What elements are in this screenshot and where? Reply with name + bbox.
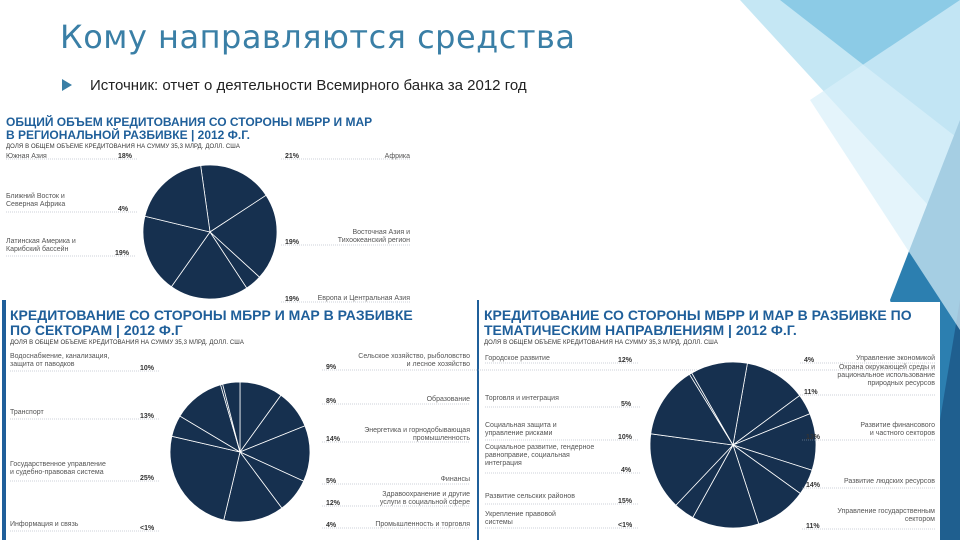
chart-1-subtitle: ДОЛЯ В ОБЩЕМ ОБЪЕМЕ КРЕДИТОВАНИЯ НА СУММ…: [6, 144, 240, 150]
chart-2-value-6: 25%: [140, 475, 155, 482]
chart-3-value-2: 4%: [804, 357, 815, 364]
chart-2-slice-3: [238, 425, 311, 482]
chart-2-label-10: Промышленность и торговля: [375, 521, 470, 528]
chart-2-label-1: Водоснабжение, канализация, защита от па…: [10, 353, 110, 369]
chart-3-label-7: Социальное развитие, гендерное равноправ…: [485, 444, 595, 468]
chart-3-label-6: Развитие финансового и частного секторов: [860, 422, 935, 438]
chart-1-slice-4: [170, 231, 248, 300]
chart-3-title: КРЕДИТОВАНИЕ СО СТОРОНЫ МБРР И МАР В РАЗ…: [484, 308, 912, 337]
chart-3-label-5: Социальная защита и управление рисками: [485, 422, 557, 438]
chart-1-slice-2: [209, 194, 278, 278]
chart-1-slice-6: [144, 165, 211, 233]
chart-1-label-4: Восточная Азия и Тихоокеанский регион: [337, 229, 410, 245]
chart-3-value-5: 10%: [618, 434, 633, 441]
chart-3-label-4: Торговля и интеграция: [485, 395, 559, 402]
chart-1-title-line-1: ОБЩИЙ ОБЪЕМ КРЕДИТОВАНИЯ СО СТОРОНЫ МБРР…: [6, 115, 373, 129]
chart-3-value-10: <1%: [618, 522, 633, 529]
chart-1-value-6: 19%: [285, 296, 300, 303]
chart-1-value-2: 21%: [285, 153, 300, 160]
chart-2-label-5: Энергетика и горнодобывающая промышленно…: [364, 427, 470, 443]
chart-3-value-3: 11%: [804, 389, 818, 396]
chart-3-label-1: Городское развитие: [485, 355, 550, 362]
chart-1-value-5: 19%: [115, 250, 130, 257]
chart-2-label-3: Транспорт: [10, 409, 44, 416]
chart-2-value-1: 10%: [140, 365, 155, 372]
chart-1-label-2: Африка: [384, 153, 410, 160]
chart-2-slice-5: [223, 451, 283, 523]
chart-3-label-8: Развитие сельских районов: [485, 493, 575, 500]
chart-2-value-9: <1%: [140, 525, 155, 532]
chart-3-slice-9: [650, 373, 734, 446]
chart-2-subtitle: ДОЛЯ В ОБЩЕМ ОБЪЕМЕ КРЕДИТОВАНИЯ НА СУММ…: [10, 340, 244, 346]
chart-2-value-5: 14%: [326, 436, 341, 443]
divider-line: [2, 300, 6, 540]
chart-1-label-3: Ближний Восток и Северная Африка: [6, 193, 66, 209]
chart-2-value-8: 12%: [326, 500, 341, 507]
chart-3-value-8: 15%: [618, 498, 633, 505]
chart-3-value-4: 5%: [621, 401, 632, 408]
chart-2-label-8: Здравоохранение и другие услуги в социал…: [379, 491, 470, 507]
chart-1-title-line-2: В РЕГИОНАЛЬНОЙ РАЗБИВКЕ | 2012 Ф.Г.: [6, 127, 250, 142]
chart-3-label-11: Управление государственным сектором: [837, 508, 935, 524]
chart-1-label-6: Европа и Центральная Азия: [317, 295, 410, 302]
chart-2-value-10: 4%: [326, 522, 337, 529]
chart-2-value-2: 9%: [326, 364, 337, 371]
chart-2-label-7: Финансы: [440, 476, 470, 483]
chart-3-slice-11: [691, 361, 748, 447]
bullet-arrow-icon: [62, 79, 72, 91]
chart-3-slice-8: [649, 433, 734, 506]
deco-triangle-5: [810, 0, 960, 330]
chart-3-label-3: Охрана окружающей среды и рациональное и…: [837, 364, 935, 388]
chart-2-label-2: Сельское хозяйство, рыболовство и лесное…: [358, 353, 470, 369]
chart-3-value-1: 12%: [618, 357, 633, 364]
chart-1-value-1: 18%: [118, 153, 133, 160]
chart-1-title: ОБЩИЙ ОБЪЕМ КРЕДИТОВАНИЯ СО СТОРОНЫ МБРР…: [6, 116, 372, 141]
chart-2-label-6: Государственное управление и судебно-пра…: [10, 461, 106, 477]
slide-title: Кому направляются средства: [60, 18, 576, 56]
chart-3-slice-6: [692, 444, 760, 529]
chart-2-title-line-1: КРЕДИТОВАНИЕ СО СТОРОНЫ МБРР И МАР В РАЗ…: [10, 307, 413, 323]
chart-3-subtitle: ДОЛЯ В ОБЩЕМ ОБЪЕМЕ КРЕДИТОВАНИЯ НА СУММ…: [484, 340, 718, 346]
chart-3-label-9: Развитие людских ресурсов: [843, 478, 935, 485]
chart-3-title-line-1: КРЕДИТОВАНИЕ СО СТОРОНЫ МБРР И МАР В РАЗ…: [484, 307, 912, 323]
chart-2-value-3: 13%: [140, 413, 155, 420]
chart-1-slice-1: [200, 164, 267, 233]
chart-1-value-3: 4%: [118, 206, 129, 213]
divider-line: [477, 300, 479, 540]
chart-2-slice-10: [222, 381, 241, 453]
chart-2-value-4: 8%: [326, 398, 337, 405]
chart-3-value-9: 14%: [806, 482, 821, 489]
chart-3-value-6: 13%: [806, 434, 821, 441]
chart-1-value-4: 19%: [285, 239, 300, 246]
chart-1-label-1: Южная Азия: [6, 153, 47, 160]
chart-3-label-10: Укрепление правовой системы: [485, 511, 556, 527]
chart-3-value-7: 4%: [621, 467, 632, 474]
source-text: Источник: отчет о деятельности Всемирног…: [90, 77, 527, 94]
chart-1-label-5: Латинская Америка и Карибский бассейн: [6, 238, 76, 254]
chart-3-label-2: Управление экономикой: [856, 355, 935, 362]
chart-2-label-9: Информация и связь: [10, 521, 79, 528]
chart-2-title-line-2: ПО СЕКТОРАМ | 2012 Ф.Г: [10, 321, 183, 338]
chart-2-slice-6: [169, 435, 241, 521]
chart-3-value-11: 11%: [806, 523, 820, 530]
chart-1-slice-5: [142, 215, 211, 288]
chart-3-slice-1: [732, 362, 801, 446]
chart-3-title-line-2: ТЕМАТИЧЕСКИМ НАПРАВЛЕНИЯМ | 2012 Ф.Г.: [484, 321, 797, 338]
chart-2-label-4: Образование: [426, 396, 470, 403]
source-line: Источник: отчет о деятельности Всемирног…: [62, 77, 527, 94]
chart-2-title: КРЕДИТОВАНИЕ СО СТОРОНЫ МБРР И МАР В РАЗ…: [10, 308, 413, 337]
chart-2-value-7: 5%: [326, 478, 337, 485]
